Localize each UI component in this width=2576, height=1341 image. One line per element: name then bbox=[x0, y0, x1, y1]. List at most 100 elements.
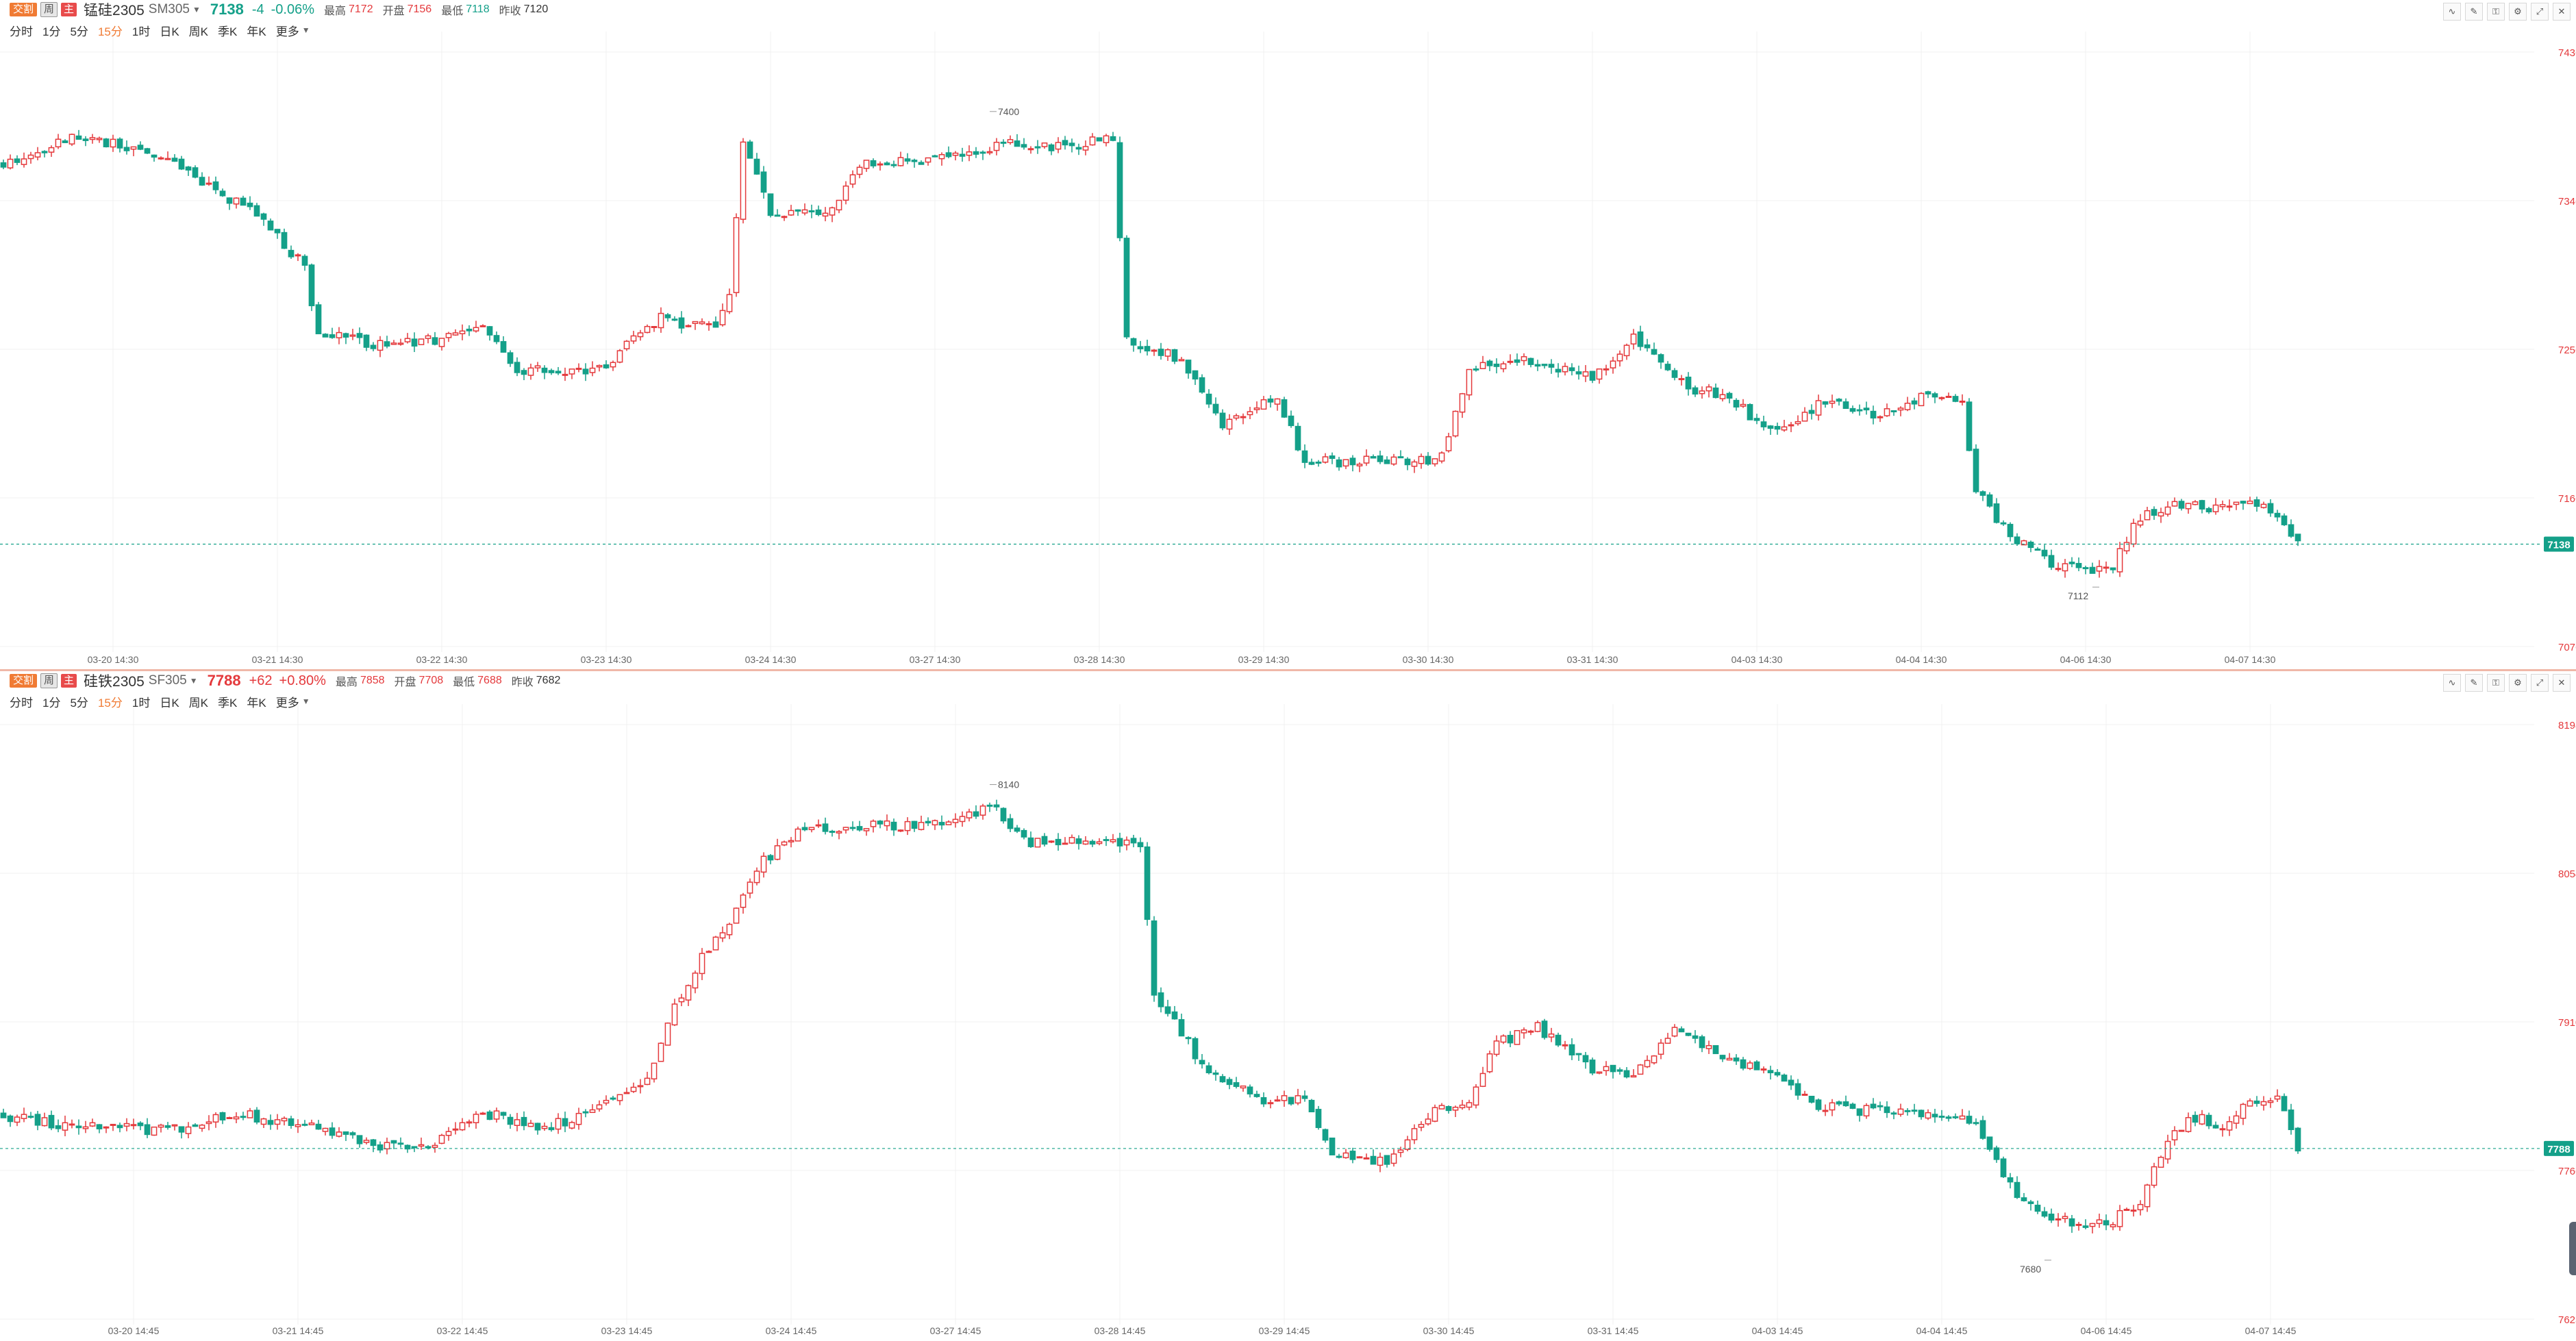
candle-body bbox=[1274, 1099, 1281, 1102]
candle-body bbox=[1349, 1151, 1356, 1160]
candle-body bbox=[425, 335, 432, 339]
candle bbox=[1034, 838, 1041, 848]
candle bbox=[685, 324, 692, 328]
candle bbox=[1260, 1092, 1267, 1107]
candle bbox=[89, 1118, 96, 1127]
time-tick-label: 04-07 14:45 bbox=[2245, 1325, 2297, 1336]
delivery-badge[interactable]: 交割 bbox=[10, 3, 38, 16]
expand-icon[interactable]: ⤢ bbox=[2531, 674, 2549, 692]
line-tool-icon[interactable]: ∿ bbox=[2443, 3, 2461, 21]
candle bbox=[2055, 1213, 2062, 1227]
tf-15min[interactable]: 15分 bbox=[97, 25, 123, 38]
tf-5min[interactable]: 5分 bbox=[70, 25, 88, 38]
tf-1min[interactable]: 1分 bbox=[42, 696, 61, 710]
candle-body bbox=[842, 185, 849, 201]
candle-body bbox=[1856, 1108, 1863, 1116]
close-icon[interactable]: ✕ bbox=[2553, 674, 2571, 692]
pencil-icon[interactable]: ✎ bbox=[2465, 3, 2483, 21]
candle bbox=[205, 1115, 212, 1131]
tf-quarterly[interactable]: 季K bbox=[218, 696, 238, 710]
candle bbox=[616, 1094, 623, 1105]
candle bbox=[1363, 449, 1370, 466]
candle bbox=[966, 145, 973, 162]
lock-icon[interactable]: ⚿ bbox=[2487, 3, 2505, 21]
candle bbox=[2233, 1110, 2240, 1129]
candle bbox=[1678, 375, 1685, 386]
contract-name[interactable]: 硅铁2305 bbox=[84, 674, 145, 690]
pencil-icon[interactable]: ✎ bbox=[2465, 674, 2483, 692]
settings-icon[interactable]: ⚙ bbox=[2509, 3, 2527, 21]
candlestick-chart-sm305[interactable]: 7436 7346 7256 7166 7076 03-20 14:30 03-21 14:… bbox=[0, 0, 2576, 670]
candle-body bbox=[116, 1125, 123, 1129]
candle-body bbox=[2171, 1130, 2178, 1141]
contract-name[interactable]: 锰硅2305 bbox=[84, 3, 145, 18]
chevron-down-icon[interactable]: ▼ bbox=[301, 25, 310, 35]
candle-body bbox=[1233, 415, 1240, 419]
candle-body bbox=[1733, 1057, 1740, 1062]
time-tick-label: 03-23 14:30 bbox=[581, 654, 632, 665]
tf-more[interactable]: 更多 bbox=[275, 25, 299, 38]
candle-body bbox=[877, 163, 884, 166]
tf-1min[interactable]: 1分 bbox=[42, 25, 61, 38]
candle-body bbox=[1370, 1155, 1377, 1165]
tf-daily[interactable]: 日K bbox=[160, 25, 179, 38]
settings-icon[interactable]: ⚙ bbox=[2509, 674, 2527, 692]
candle-body bbox=[925, 820, 931, 824]
candle bbox=[1747, 403, 1753, 421]
candle-body bbox=[0, 162, 7, 168]
tf-5min[interactable]: 5分 bbox=[70, 696, 88, 710]
expand-icon[interactable]: ⤢ bbox=[2531, 3, 2549, 21]
chevron-down-icon[interactable]: ▼ bbox=[189, 676, 198, 686]
tf-15min[interactable]: 15分 bbox=[97, 696, 123, 710]
candle bbox=[1774, 1069, 1781, 1077]
candle-body bbox=[226, 1117, 233, 1120]
panel-divider[interactable] bbox=[0, 669, 2576, 671]
contract-code[interactable]: SF305 bbox=[148, 673, 187, 688]
candle-body bbox=[1411, 1128, 1418, 1140]
candle-body bbox=[1795, 421, 1801, 425]
tf-1hour[interactable]: 1时 bbox=[132, 696, 151, 710]
chevron-down-icon[interactable]: ▼ bbox=[192, 5, 201, 14]
candle-body bbox=[1870, 1103, 1877, 1109]
lock-icon[interactable]: ⚿ bbox=[2487, 674, 2505, 692]
candle bbox=[993, 138, 1000, 155]
tf-daily[interactable]: 日K bbox=[160, 696, 179, 710]
candle-body bbox=[1479, 1073, 1486, 1087]
candle-body bbox=[973, 811, 979, 817]
chevron-down-icon[interactable]: ▼ bbox=[301, 697, 310, 706]
tf-1hour[interactable]: 1时 bbox=[132, 25, 151, 38]
candle-body bbox=[1712, 1045, 1719, 1055]
tf-weekly[interactable]: 周K bbox=[188, 696, 209, 710]
candle-body bbox=[630, 1086, 637, 1092]
line-tool-icon[interactable]: ∿ bbox=[2443, 674, 2461, 692]
candle-body bbox=[1418, 455, 1425, 464]
tf-intraday[interactable]: 分时 bbox=[10, 25, 33, 38]
tf-yearly[interactable]: 年K bbox=[247, 696, 266, 710]
candle bbox=[1795, 415, 1801, 426]
candle bbox=[1247, 1084, 1253, 1098]
candle bbox=[1000, 807, 1007, 824]
candle-body bbox=[685, 985, 692, 1001]
candle-body bbox=[562, 373, 568, 376]
tf-intraday[interactable]: 分时 bbox=[10, 696, 33, 710]
tf-yearly[interactable]: 年K bbox=[247, 25, 266, 38]
candle-body bbox=[555, 1118, 562, 1130]
tf-quarterly[interactable]: 季K bbox=[218, 25, 238, 38]
tf-weekly[interactable]: 周K bbox=[188, 25, 209, 38]
candle-body bbox=[863, 828, 870, 831]
close-icon[interactable]: ✕ bbox=[2553, 3, 2571, 21]
delivery-badge[interactable]: 交割 bbox=[10, 674, 38, 688]
candle bbox=[171, 1124, 178, 1131]
candle-body bbox=[363, 1140, 370, 1143]
tf-more[interactable]: 更多 bbox=[275, 696, 299, 710]
candle-body bbox=[418, 1144, 425, 1147]
contract-code[interactable]: SM305 bbox=[148, 2, 190, 16]
candle-body bbox=[2164, 506, 2171, 515]
candle-body bbox=[548, 1127, 555, 1131]
candle-body bbox=[760, 171, 767, 193]
side-panel-handle[interactable] bbox=[2569, 1222, 2576, 1275]
candle-body bbox=[1329, 1138, 1336, 1155]
candle bbox=[2247, 1098, 2253, 1107]
candle-body bbox=[740, 141, 747, 220]
